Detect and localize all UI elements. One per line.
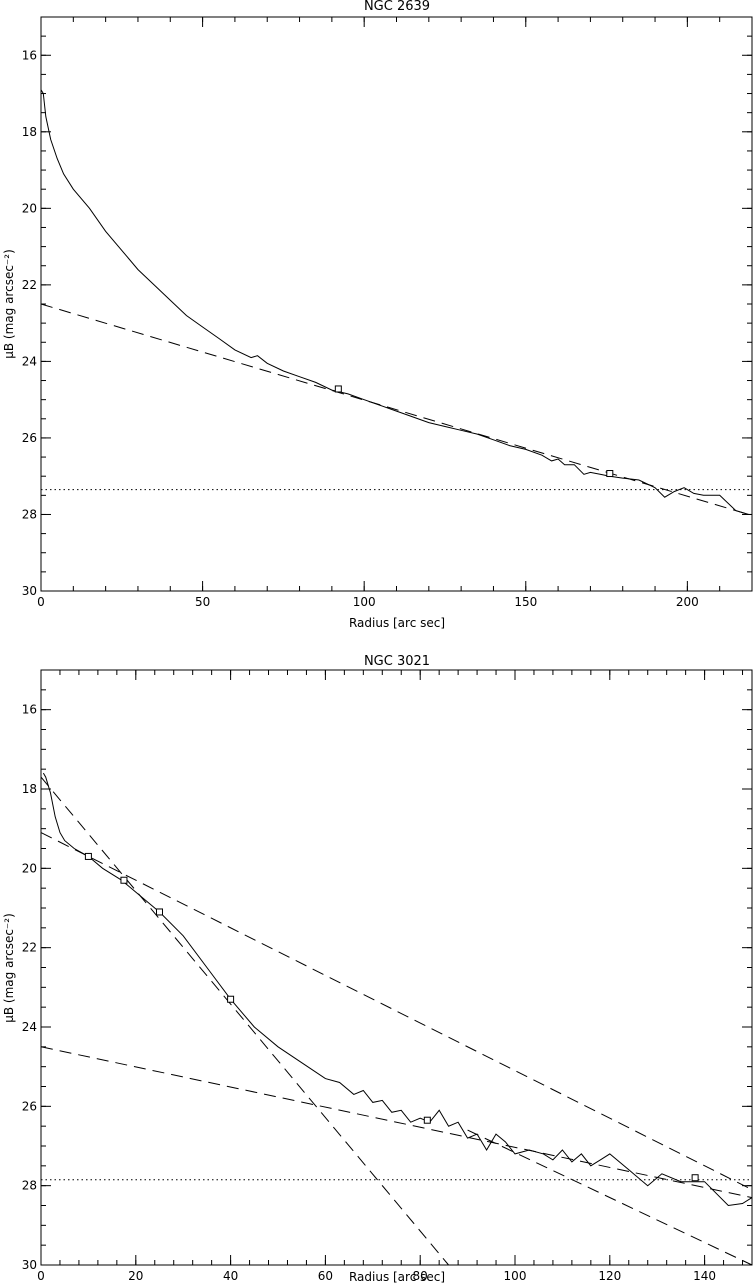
marker-group	[334, 385, 614, 478]
x-tick-label: 150	[514, 595, 537, 609]
y-tick-label: 26	[22, 431, 37, 445]
series-group	[40, 772, 753, 1266]
x-tick-label: 200	[676, 595, 699, 609]
plot-frame	[40, 16, 753, 592]
dashed-series-line	[40, 1046, 753, 1199]
marker-group	[84, 852, 699, 1182]
data-point-marker	[120, 876, 128, 884]
dashed-series-line	[40, 832, 753, 1191]
x-tick-label: 80	[413, 1269, 428, 1283]
data-point-marker	[156, 908, 163, 916]
x-tick-label: 100	[504, 1269, 527, 1283]
x-tick-label: 0	[37, 1269, 45, 1283]
y-tick-label: 20	[22, 861, 37, 875]
series-group	[40, 89, 752, 515]
x-tick-label: 0	[37, 595, 45, 609]
y-tick-label: 24	[22, 354, 37, 368]
dashed-series-line	[40, 776, 449, 1266]
y-tick-label: 22	[22, 941, 37, 955]
y-tick-label: 26	[22, 1099, 37, 1113]
dashed-series-line	[40, 303, 749, 515]
y-tick-label: 28	[22, 507, 37, 521]
y-axis-label: μB (mag arcsec⁻²)	[2, 249, 16, 359]
x-tick-label: 20	[128, 1269, 143, 1283]
y-tick-label: 18	[22, 125, 37, 139]
axis-ticks	[40, 669, 752, 1266]
tick-labels: 0 50 100 150 200 16 18 20 22 24 26 28 30	[22, 48, 699, 609]
x-tick-label: 140	[693, 1269, 716, 1283]
axis-ticks	[40, 16, 753, 592]
data-point-marker	[606, 470, 614, 478]
chart-title: NGC 2639	[364, 0, 430, 14]
x-tick-label: 50	[195, 595, 210, 609]
chart-title: NGC 3021	[364, 654, 430, 669]
data-point-marker	[423, 1116, 431, 1124]
data-point-marker	[691, 1174, 699, 1182]
plot-frame	[40, 669, 753, 1266]
x-tick-label: 60	[318, 1269, 333, 1283]
tick-labels: 0 20 40 60 80 100 120 140 16 18 20 22 24 26 28 30	[22, 703, 716, 1283]
chart-ngc-3021: NGC 3021 0 20 40 60 80 100 120 140 16 18 20 22 24 26 2…	[2, 654, 753, 1284]
y-tick-label: 24	[22, 1020, 37, 1034]
x-tick-label: 120	[598, 1269, 621, 1283]
x-tick-label: 100	[353, 595, 376, 609]
y-tick-label: 30	[22, 1258, 37, 1272]
y-tick-label: 28	[22, 1179, 37, 1193]
x-axis-label: Radius [arc sec]	[349, 1270, 445, 1284]
y-axis-label: μB (mag arcsec⁻²)	[2, 913, 16, 1023]
x-tick-label: 40	[223, 1269, 238, 1283]
data-point-marker	[227, 995, 235, 1003]
y-tick-label: 22	[22, 278, 37, 292]
solid-series-line	[40, 89, 749, 515]
data-point-marker	[334, 385, 342, 393]
y-tick-label: 16	[22, 703, 37, 717]
y-tick-label: 20	[22, 201, 37, 215]
solid-series-line	[42, 772, 753, 1207]
x-axis-label: Radius [arc sec]	[349, 616, 445, 630]
data-point-marker	[84, 852, 92, 860]
y-tick-label: 18	[22, 782, 37, 796]
y-tick-label: 30	[22, 584, 37, 598]
dashed-series-line	[467, 1129, 753, 1266]
y-tick-label: 16	[22, 48, 37, 62]
chart-ngc-2639: NGC 2639 0 50 100 150 200 16 18 20 22 24 26 28 30 Ra…	[2, 0, 753, 630]
